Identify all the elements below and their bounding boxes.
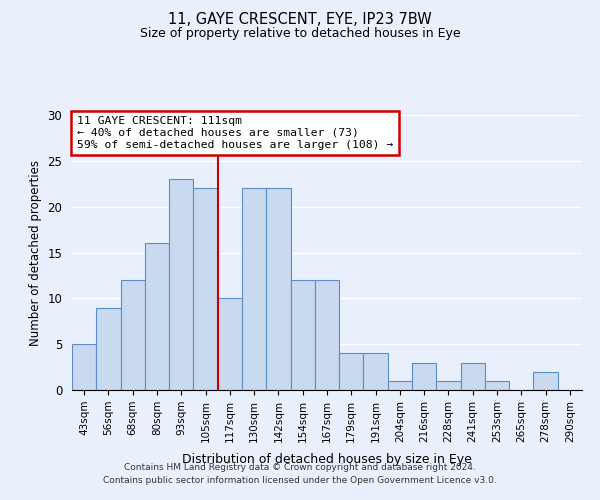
Text: 11 GAYE CRESCENT: 111sqm
← 40% of detached houses are smaller (73)
59% of semi-d: 11 GAYE CRESCENT: 111sqm ← 40% of detach… [77, 116, 394, 150]
Bar [266, 188, 290, 390]
Bar [218, 298, 242, 390]
Bar [315, 280, 339, 390]
Bar [461, 362, 485, 390]
Text: 11, GAYE CRESCENT, EYE, IP23 7BW: 11, GAYE CRESCENT, EYE, IP23 7BW [168, 12, 432, 28]
Bar [96, 308, 121, 390]
Bar [242, 188, 266, 390]
Bar [169, 179, 193, 390]
Bar [121, 280, 145, 390]
Bar [412, 362, 436, 390]
Y-axis label: Number of detached properties: Number of detached properties [29, 160, 42, 346]
X-axis label: Distribution of detached houses by size in Eye: Distribution of detached houses by size … [182, 453, 472, 466]
Bar [145, 244, 169, 390]
Bar [193, 188, 218, 390]
Bar [339, 354, 364, 390]
Bar [72, 344, 96, 390]
Text: Contains HM Land Registry data © Crown copyright and database right 2024.
Contai: Contains HM Land Registry data © Crown c… [103, 464, 497, 485]
Text: Size of property relative to detached houses in Eye: Size of property relative to detached ho… [140, 28, 460, 40]
Bar [290, 280, 315, 390]
Bar [533, 372, 558, 390]
Bar [364, 354, 388, 390]
Bar [388, 381, 412, 390]
Bar [485, 381, 509, 390]
Bar [436, 381, 461, 390]
